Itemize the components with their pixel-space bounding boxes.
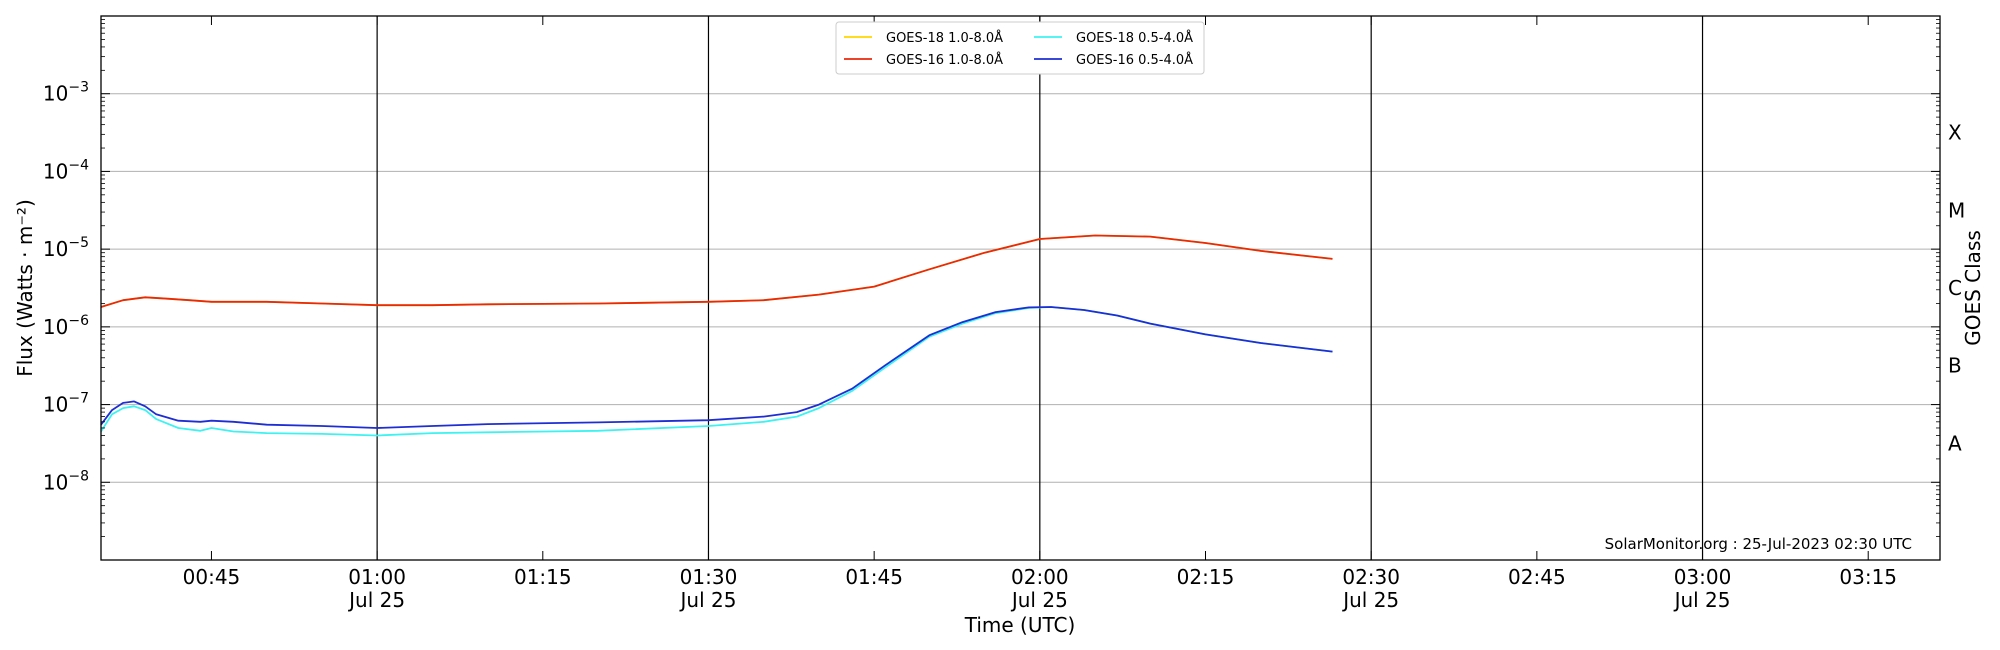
goes-class-label: X: [1948, 121, 1962, 145]
y-tick-label: 10−5: [43, 235, 89, 261]
x-tick-date-label: Jul 25: [1010, 588, 1068, 612]
legend-label: GOES-16 1.0-8.0Å: [886, 52, 1003, 68]
source-annotation: SolarMonitor.org : 25-Jul-2023 02:30 UTC: [1605, 535, 1912, 553]
series-line: [100, 306, 1333, 429]
legend-label: GOES-18 1.0-8.0Å: [886, 30, 1003, 46]
goes-class-label: B: [1948, 354, 1962, 378]
x-tick-date-label: Jul 25: [347, 588, 405, 612]
x-tick-label: 02:45: [1508, 565, 1566, 589]
x-tick-label: 01:00: [348, 565, 406, 589]
x-tick-label: 02:00: [1011, 565, 1069, 589]
plot-area: [101, 16, 1940, 560]
plot-frame: [100, 15, 1941, 561]
goes-class-label: A: [1948, 431, 1962, 455]
x-tick-label: 02:15: [1177, 565, 1235, 589]
y-tick-label: 10−6: [43, 313, 89, 339]
x-tick-label: 01:30: [680, 565, 738, 589]
y-axis-title: Flux (Watts · m⁻²): [13, 199, 37, 377]
x-tick-label: 03:15: [1839, 565, 1897, 589]
x-tick-date-label: Jul 25: [1341, 588, 1399, 612]
x-tick-label: 01:45: [845, 565, 903, 589]
x-tick-date-label: Jul 25: [679, 588, 737, 612]
x-tick-label: 00:45: [183, 565, 241, 589]
goes-class-label: C: [1948, 276, 1962, 300]
y2-axis-title: GOES Class: [1961, 230, 1985, 346]
series-line: [100, 234, 1333, 308]
x-tick-label: 02:30: [1342, 565, 1400, 589]
y-tick-label: 10−3: [43, 80, 89, 106]
goes-class-label: M: [1948, 198, 1965, 222]
x-axis-title: Time (UTC): [964, 613, 1076, 637]
x-tick-date-label: Jul 25: [1673, 588, 1731, 612]
x-tick-label: 03:00: [1674, 565, 1732, 589]
x-tick-label: 01:15: [514, 565, 572, 589]
y-tick-label: 10−7: [43, 391, 89, 417]
legend-label: GOES-18 0.5-4.0Å: [1076, 30, 1193, 46]
y-tick-label: 10−8: [43, 468, 89, 494]
legend-label: GOES-16 0.5-4.0Å: [1076, 52, 1193, 68]
y-tick-label: 10−4: [43, 157, 89, 183]
legend-box: [835, 21, 1205, 75]
